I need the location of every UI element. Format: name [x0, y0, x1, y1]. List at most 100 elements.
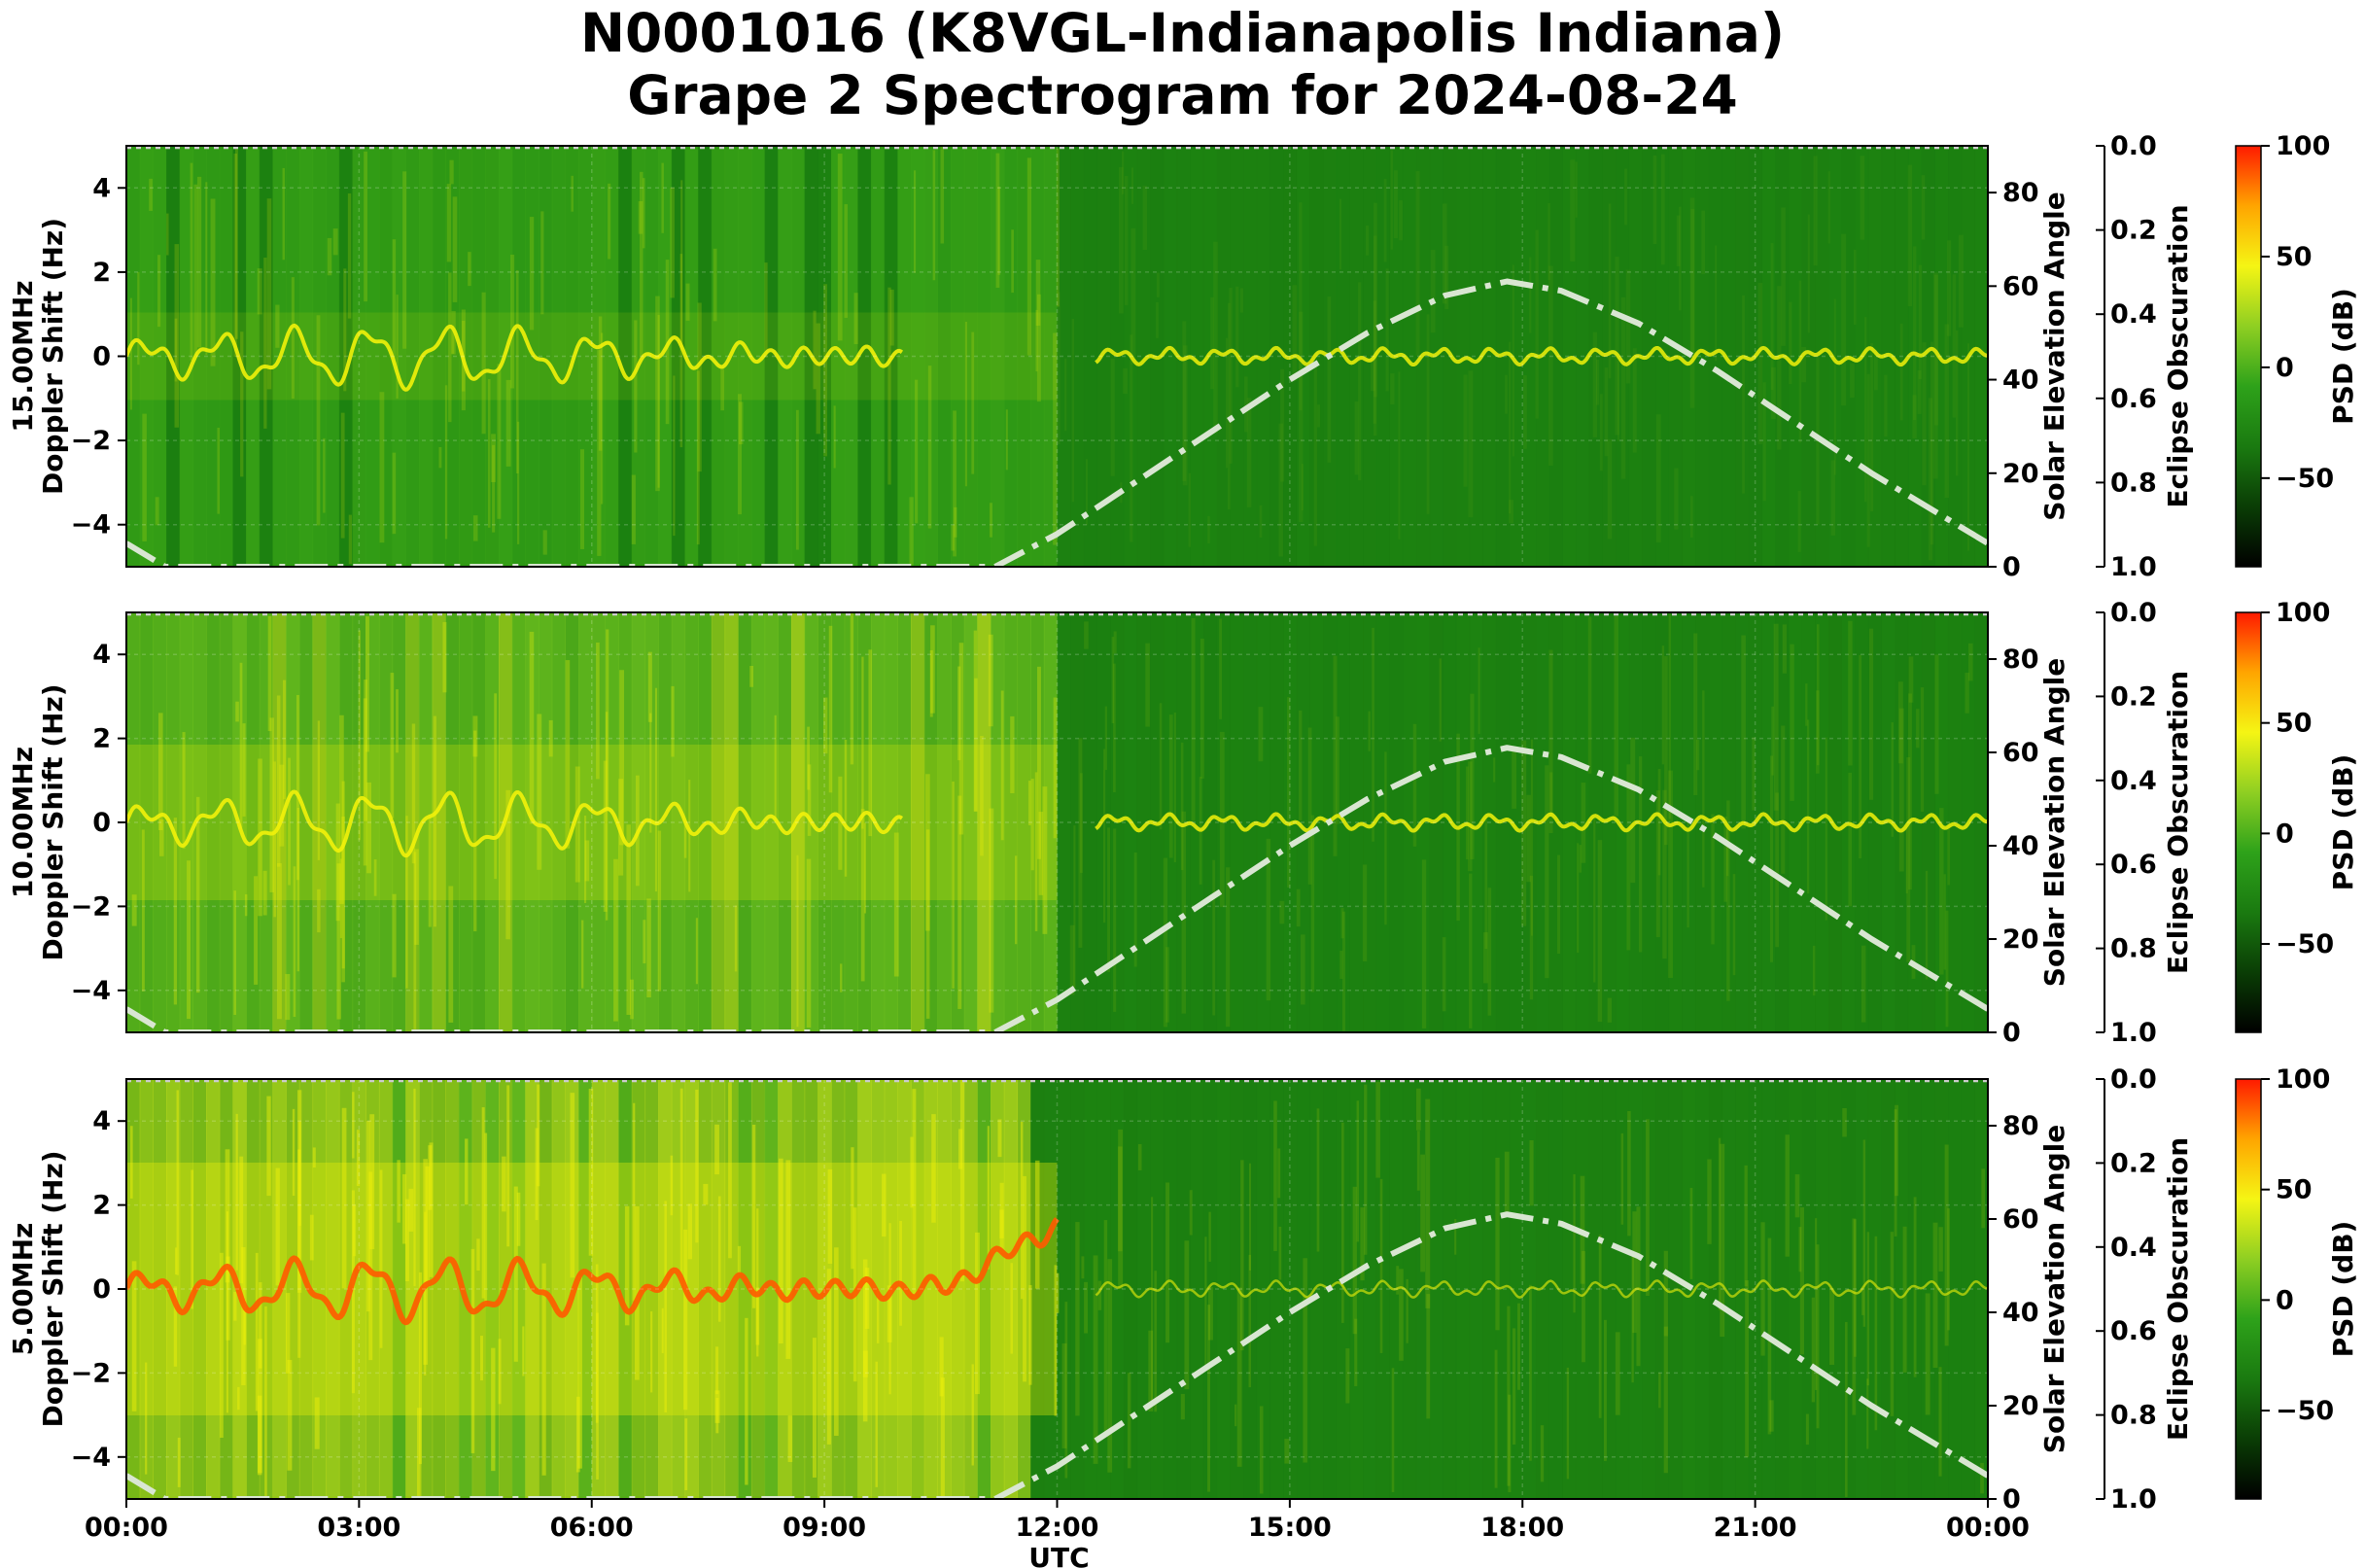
noise-column	[977, 1079, 991, 1499]
noise-streak	[173, 818, 178, 1005]
noise-streak	[633, 1102, 636, 1302]
noise-column	[618, 146, 633, 567]
noise-streak	[755, 1287, 760, 1345]
noise-streak	[626, 824, 631, 1015]
noise-streak	[958, 1129, 963, 1169]
eclipse-tick-label: 0.4	[2110, 299, 2157, 330]
noise-streak	[1593, 816, 1596, 983]
noise-column	[259, 146, 274, 567]
noise-streak	[1165, 947, 1169, 1023]
noise-streak	[1859, 654, 1862, 859]
noise-streak	[1870, 342, 1874, 512]
noise-column	[551, 612, 566, 1032]
noise-streak	[296, 1090, 302, 1293]
noise-column	[378, 1079, 394, 1499]
noise-column	[937, 146, 952, 567]
noise-streak	[352, 1092, 355, 1159]
noise-streak	[1053, 697, 1058, 839]
noise-streak	[1848, 772, 1853, 907]
elevation-tick-label: 80	[2002, 178, 2039, 208]
noise-streak	[860, 809, 865, 982]
noise-streak	[174, 244, 180, 428]
noise-column	[539, 612, 553, 1032]
noise-streak	[1235, 286, 1239, 388]
noise-streak	[1292, 285, 1298, 381]
noise-streak	[1358, 282, 1362, 481]
noise-column	[1482, 1079, 1497, 1499]
noise-column	[1057, 612, 1071, 1032]
noise-streak	[1399, 1269, 1404, 1361]
noise-streak	[339, 714, 344, 904]
noise-streak	[262, 870, 267, 916]
noise-streak	[1854, 249, 1857, 326]
eclipse-tick-label: 0.4	[2110, 1233, 2157, 1263]
noise-streak	[1631, 1251, 1634, 1383]
noise-streak	[1711, 814, 1715, 945]
noise-streak	[964, 322, 967, 487]
x-tick-label: 06:00	[550, 1513, 634, 1543]
noise-streak	[932, 150, 936, 281]
noise-column	[511, 1079, 526, 1499]
noise-column	[1616, 146, 1630, 567]
noise-streak	[1509, 341, 1512, 514]
noise-column	[166, 612, 181, 1032]
noise-streak	[1487, 888, 1492, 1016]
noise-streak	[235, 1113, 238, 1271]
noise-column	[1588, 612, 1603, 1032]
noise-streak	[1627, 1111, 1631, 1237]
doppler-axis-label: Doppler Shift (Hz)	[37, 218, 69, 495]
noise-streak	[1507, 1306, 1511, 1486]
noise-streak	[1156, 272, 1160, 297]
noise-streak	[1932, 1222, 1938, 1369]
noise-column	[1296, 612, 1310, 1032]
noise-streak	[1769, 1400, 1774, 1432]
noise-streak	[1674, 468, 1679, 530]
noise-streak	[1156, 301, 1159, 338]
noise-streak	[1310, 815, 1315, 993]
noise-streak	[470, 1248, 475, 1453]
noise-column	[1722, 146, 1736, 567]
noise-column	[1788, 1079, 1803, 1499]
noise-column	[1921, 1079, 1935, 1499]
noise-streak	[187, 860, 191, 1020]
noise-streak	[1416, 1131, 1420, 1191]
noise-streak	[1947, 1207, 1950, 1331]
noise-streak	[392, 239, 397, 365]
noise-streak	[1798, 1227, 1802, 1272]
noise-column	[1722, 1079, 1736, 1499]
noise-streak	[1908, 656, 1914, 703]
noise-streak	[1530, 739, 1533, 936]
noise-streak	[661, 162, 664, 233]
noise-column	[1003, 146, 1019, 567]
noise-column	[286, 612, 300, 1032]
psd-colorbar-label: PSD (dB)	[2327, 1221, 2359, 1358]
noise-streak	[1393, 170, 1398, 239]
noise-column	[1921, 146, 1935, 567]
noise-streak	[1615, 1332, 1620, 1415]
noise-streak	[1894, 1109, 1897, 1237]
noise-column	[1867, 1079, 1883, 1499]
noise-streak	[1372, 627, 1374, 842]
noise-streak	[844, 739, 848, 877]
noise-streak	[887, 1285, 892, 1342]
noise-streak	[912, 1089, 917, 1300]
noise-column	[206, 1079, 221, 1499]
noise-streak	[1922, 342, 1927, 486]
noise-column	[1947, 1079, 1963, 1499]
noise-column	[1761, 146, 1776, 567]
noise-streak	[1327, 296, 1332, 463]
noise-streak	[1442, 937, 1446, 1012]
noise-column	[365, 1079, 380, 1499]
noise-streak	[1466, 766, 1469, 860]
noise-streak	[734, 905, 738, 972]
doppler-axis-label: Doppler Shift (Hz)	[37, 683, 69, 960]
noise-streak	[1921, 175, 1926, 240]
noise-streak	[1425, 1098, 1431, 1308]
noise-streak	[1895, 1104, 1899, 1197]
noise-column	[298, 612, 314, 1032]
noise-streak	[1028, 1284, 1032, 1385]
noise-streak	[988, 634, 993, 727]
noise-column	[1495, 1079, 1511, 1499]
noise-streak	[240, 331, 244, 477]
noise-streak	[1454, 1219, 1457, 1255]
